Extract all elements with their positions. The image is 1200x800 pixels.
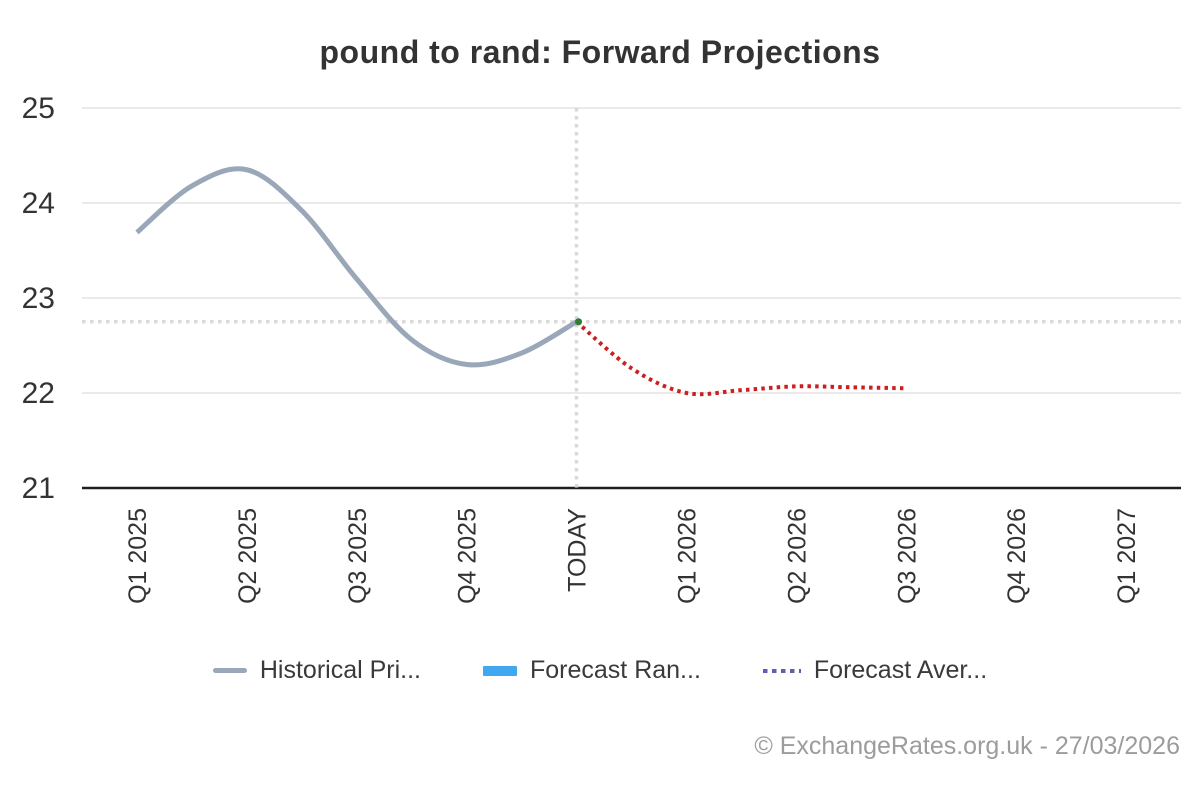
y-tick-label: 22 bbox=[22, 377, 55, 410]
x-tick-label: Q4 2025 bbox=[454, 508, 482, 604]
legend-label: Forecast Aver... bbox=[813, 656, 988, 684]
forecast-average-line bbox=[575, 320, 907, 397]
x-tick-label: Q4 2026 bbox=[1003, 508, 1031, 604]
x-tick-label: Q1 2027 bbox=[1113, 508, 1141, 604]
x-tick-label: Q1 2026 bbox=[673, 508, 701, 604]
y-tick-label: 25 bbox=[22, 92, 55, 125]
legend-label: Forecast Ran... bbox=[530, 656, 701, 684]
x-tick-label: Q2 2026 bbox=[783, 508, 811, 604]
legend: Historical Pri... Forecast Ran... Forecast… bbox=[0, 656, 1200, 685]
x-tick-label: Q3 2025 bbox=[344, 508, 372, 604]
y-tick-label: 23 bbox=[22, 282, 55, 315]
legend-item-forecast-ran[interactable]: Forecast Ran... bbox=[483, 656, 701, 685]
forecast-range-swatch-icon bbox=[483, 665, 517, 676]
historical-line-swatch-icon bbox=[212, 668, 247, 673]
y-tick-label: 21 bbox=[22, 472, 55, 505]
today-endpoint-marker bbox=[575, 318, 583, 326]
x-tick-label: Q2 2025 bbox=[234, 508, 262, 604]
legend-item-forecast-aver[interactable]: Forecast Aver... bbox=[762, 656, 988, 685]
chart-title: pound to rand: Forward Projections bbox=[319, 34, 881, 70]
copyright-text: © ExchangeRates.org.uk - 27/03/2026 bbox=[754, 732, 1180, 760]
x-tick-label: Q1 2025 bbox=[124, 508, 152, 604]
y-tick-label: 24 bbox=[22, 187, 55, 220]
x-tick-label: TODAY bbox=[564, 508, 592, 592]
x-tick-label: Q3 2026 bbox=[893, 508, 921, 604]
historical-price-line bbox=[135, 166, 578, 368]
forecast-average-swatch-icon bbox=[762, 668, 801, 673]
legend-label: Historical Pri... bbox=[259, 656, 421, 684]
legend-item-historical-pri[interactable]: Historical Pri... bbox=[212, 656, 421, 685]
